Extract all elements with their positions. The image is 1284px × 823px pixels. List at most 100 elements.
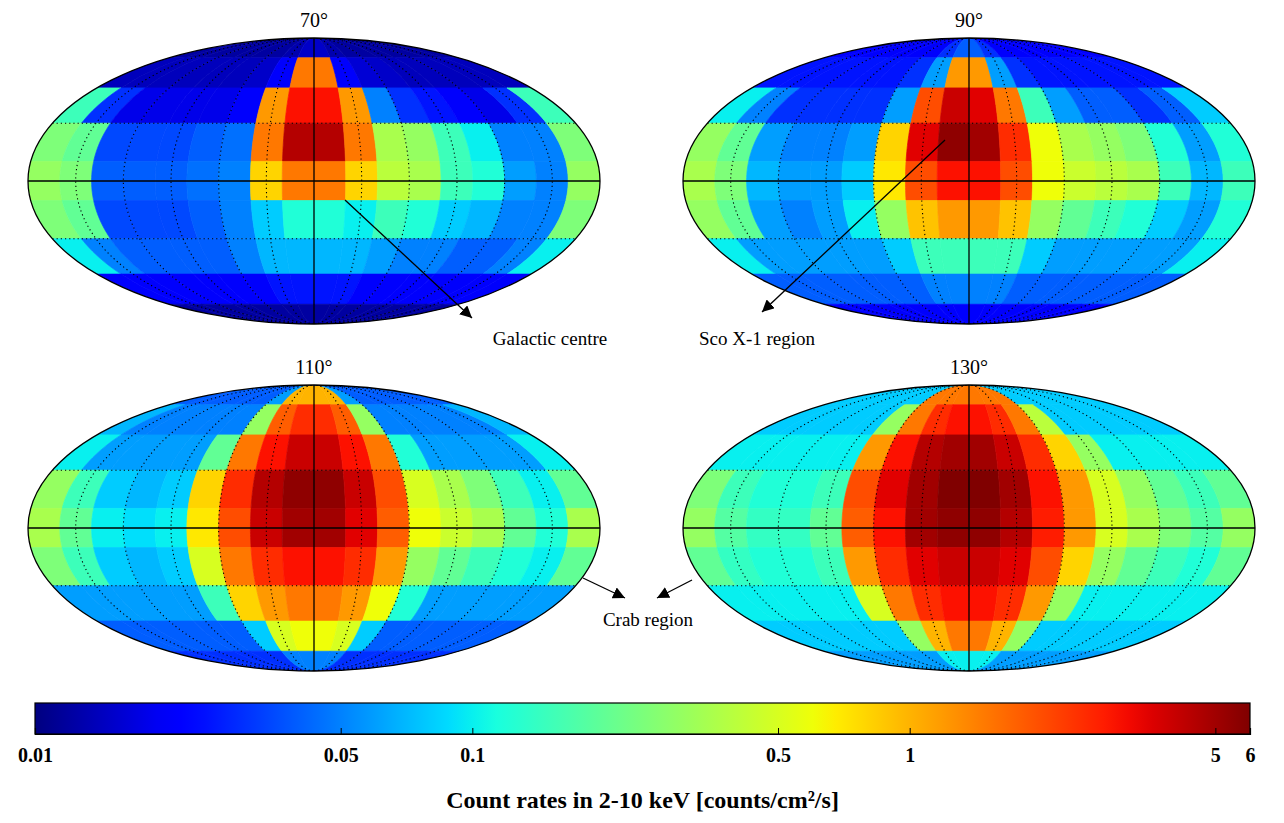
heatmap-cell xyxy=(220,201,256,239)
heatmap-cell xyxy=(233,651,314,671)
heatmap-cell xyxy=(953,385,969,405)
parallel xyxy=(683,527,1255,528)
heatmap-cell xyxy=(969,651,1098,671)
heatmap-cell xyxy=(290,621,314,651)
heatmap-cell xyxy=(314,651,459,671)
heatmap-cell xyxy=(938,470,969,508)
heatmap-cell xyxy=(911,239,945,274)
parallel xyxy=(707,123,1230,124)
panel-title: 130° xyxy=(950,356,988,378)
heatmap-cell xyxy=(824,651,969,671)
colorbar-tick-line xyxy=(910,728,911,734)
colorbar-tick-label: 0.1 xyxy=(460,744,485,766)
heatmap-cell xyxy=(969,201,1000,239)
heatmap-cell xyxy=(314,435,343,470)
heatmap-cell xyxy=(998,201,1032,239)
heatmap-cell xyxy=(906,548,940,586)
panel-title: 70° xyxy=(300,9,328,31)
panel: 70° xyxy=(28,9,600,324)
parallel xyxy=(52,470,575,471)
heatmap-cell xyxy=(953,651,969,671)
heatmap-cell xyxy=(872,304,969,324)
heatmap-cell xyxy=(940,435,969,470)
heatmap-cell xyxy=(251,548,285,586)
heatmap-cell xyxy=(938,201,969,239)
parallel xyxy=(52,123,575,124)
heatmap-cell xyxy=(314,123,345,161)
heatmap-cell xyxy=(290,58,314,88)
colorbar-tick: 0.1 xyxy=(460,728,485,766)
colorbar-tick-line xyxy=(472,728,473,734)
heatmap-cell xyxy=(314,201,345,239)
heatmap-cell xyxy=(169,651,314,671)
heatmap-cell xyxy=(840,385,969,405)
panel: 90° xyxy=(683,9,1255,324)
heatmap-cell xyxy=(969,435,998,470)
heatmap-cell xyxy=(233,38,314,58)
heatmap-cell xyxy=(217,304,314,324)
heatmap-cell xyxy=(285,239,314,274)
panel: 110° xyxy=(28,356,600,671)
heatmap-cell xyxy=(314,385,459,405)
heatmap-cell xyxy=(940,239,969,274)
parallel xyxy=(52,585,575,586)
parallel xyxy=(707,585,1230,586)
parallel xyxy=(28,527,600,528)
heatmap-cell xyxy=(314,548,345,586)
heatmap-cell xyxy=(953,38,969,58)
map-frame xyxy=(28,38,600,324)
heatmap-cell xyxy=(290,274,314,304)
heatmap-cell xyxy=(875,548,911,586)
heatmap-cell xyxy=(282,304,314,324)
heatmap-cell xyxy=(285,88,314,123)
heatmap-cell xyxy=(888,304,969,324)
heatmap-cell xyxy=(940,88,969,123)
heatmap-cell xyxy=(969,304,1114,324)
annotation-label: Sco X-1 region xyxy=(699,328,816,349)
heatmap-cell xyxy=(911,88,945,123)
colorbar-tick: 5 xyxy=(1211,728,1221,766)
heatmap-cell xyxy=(969,239,998,274)
colorbar-tick-label: 0.05 xyxy=(324,744,359,766)
colorbar-tick-line xyxy=(341,728,342,734)
heatmap-cell xyxy=(282,385,314,405)
colorbar-title: Count rates in 2-10 keV [counts/cm²/s] xyxy=(446,787,839,813)
heatmap-cell xyxy=(283,123,314,161)
heatmap-cell xyxy=(290,405,314,435)
colorbar-tick: 1 xyxy=(905,728,915,766)
heatmap-cell xyxy=(888,651,969,671)
heatmap-cell xyxy=(282,651,314,671)
colorbar-tick-label: 6 xyxy=(1246,744,1256,766)
heatmap-cell xyxy=(1162,88,1231,123)
colorbar-tick-label: 5 xyxy=(1211,744,1221,766)
cells xyxy=(28,38,600,324)
heatmap-cell xyxy=(169,385,314,405)
heatmap-cell xyxy=(969,651,1114,671)
heatmap-cell xyxy=(285,586,314,621)
heatmap-cell xyxy=(314,385,443,405)
heatmap-cell xyxy=(314,304,459,324)
chart-root: 70°90°110°130°Galactic centreSco X-1 reg… xyxy=(0,0,1284,823)
heatmap-cell xyxy=(969,470,1000,508)
heatmap-cell xyxy=(298,651,314,671)
heatmap-cell xyxy=(507,586,576,621)
heatmap-cell xyxy=(169,38,314,58)
heatmap-cell xyxy=(283,548,314,586)
colorbar-tick-line xyxy=(1215,728,1216,734)
heatmap-cell xyxy=(937,38,969,58)
heatmap-cell xyxy=(185,385,314,405)
colorbar-tick-line xyxy=(1250,728,1251,734)
heatmap-cell xyxy=(314,38,459,58)
heatmap-cell xyxy=(343,201,377,239)
heatmap-cell xyxy=(283,201,314,239)
heatmap-cell xyxy=(343,548,377,586)
heatmap-cell xyxy=(945,58,969,88)
parallel xyxy=(707,238,1230,239)
heatmap-cell xyxy=(1098,621,1186,651)
map-frame xyxy=(683,38,1255,324)
heatmap-cell xyxy=(185,304,314,324)
heatmap-cell xyxy=(256,586,290,621)
heatmap-cell xyxy=(298,304,314,324)
heatmap-cell xyxy=(872,385,969,405)
heatmap-cell xyxy=(217,651,314,671)
